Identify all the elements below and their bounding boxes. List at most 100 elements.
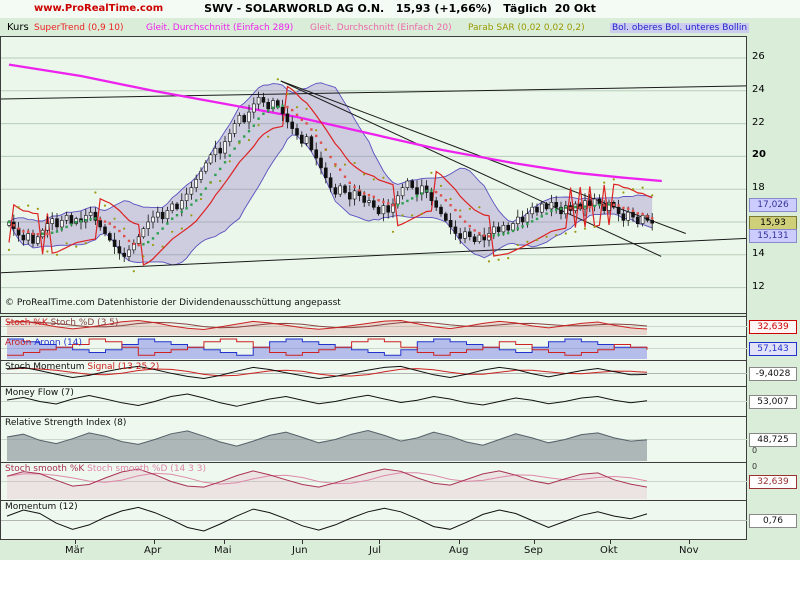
parabolic-sar-dot bbox=[343, 163, 347, 166]
candle-body bbox=[343, 185, 347, 193]
ma20-dot bbox=[175, 214, 179, 217]
ma20-dot bbox=[319, 141, 323, 144]
ma20-dot bbox=[36, 233, 39, 236]
ma20-dot bbox=[108, 222, 111, 225]
indicator-panel-aroon[interactable]: Aroon Aroon (14) bbox=[0, 336, 747, 360]
ma20-dot bbox=[291, 108, 294, 112]
candle-body bbox=[64, 215, 69, 221]
ma20-dot bbox=[267, 109, 270, 112]
ma289-line[interactable] bbox=[8, 63, 662, 183]
candle-body bbox=[256, 97, 261, 105]
ma20-dot bbox=[603, 204, 606, 207]
price-panel-label: Kurs bbox=[7, 22, 29, 33]
parabolic-sar-dot bbox=[449, 197, 452, 201]
candle-body bbox=[237, 115, 242, 124]
parabolic-sar-dot bbox=[363, 173, 366, 176]
parabolic-sar-dot bbox=[622, 191, 625, 194]
indicator-panel-stoch-smooth[interactable]: Stoch smooth %K Stoch smooth %D (14 3 3) bbox=[0, 462, 747, 500]
parabolic-sar-dot bbox=[507, 257, 510, 260]
ma20-dot bbox=[339, 168, 342, 171]
ma20-dot bbox=[204, 187, 207, 190]
candle-body bbox=[88, 211, 93, 216]
month-tick bbox=[302, 540, 303, 544]
ma20-dot bbox=[257, 117, 260, 120]
indicator-main-line bbox=[6, 429, 648, 447]
indicator-panel-stoch[interactable]: Stoch %K Stoch %D (3 5) bbox=[0, 316, 747, 336]
candle-body bbox=[650, 220, 655, 224]
candle-body bbox=[160, 211, 165, 220]
ma20-dot bbox=[31, 232, 35, 235]
ma20-dot bbox=[646, 215, 649, 218]
parabolic-sar-dot bbox=[631, 188, 635, 191]
indicator-panel-rsi[interactable]: Relative Strength Index (8) bbox=[0, 416, 747, 462]
candle-body bbox=[309, 136, 314, 151]
candle-body bbox=[626, 211, 631, 221]
indicator-panel-money-flow[interactable]: Money Flow (7) bbox=[0, 386, 747, 416]
ma20-dot bbox=[353, 185, 356, 189]
parabolic-sar-dot bbox=[439, 184, 443, 187]
parabolic-sar-dot bbox=[545, 235, 548, 238]
ma20-dot bbox=[358, 189, 361, 192]
ma20-dot bbox=[425, 189, 428, 193]
ma20-dot bbox=[463, 220, 467, 223]
trend-line[interactable] bbox=[1, 237, 747, 274]
parabolic-sar-dot bbox=[209, 181, 212, 184]
ma20-dot bbox=[348, 181, 351, 184]
parabolic-sar-dot bbox=[574, 230, 577, 233]
candle-body bbox=[290, 121, 295, 129]
parabolic-sar-dot bbox=[430, 171, 433, 174]
candle-body bbox=[213, 147, 218, 156]
indicator-value-stoch-momentum: -9,4028 bbox=[749, 367, 797, 381]
indicator-svg-stoch-smooth bbox=[1, 468, 747, 499]
ma20-dot bbox=[579, 206, 582, 209]
legend-item-3[interactable]: Parab SAR (0,02 0,02 0,2) bbox=[468, 23, 585, 33]
price-label-1: 15,93 bbox=[749, 216, 797, 230]
x-axis-month-Jul: Jul bbox=[369, 545, 382, 556]
trend-line[interactable] bbox=[280, 80, 662, 257]
supertrend-line[interactable] bbox=[8, 85, 653, 266]
candle-body bbox=[371, 200, 376, 208]
candle-body bbox=[405, 180, 410, 188]
candle-body bbox=[84, 215, 88, 223]
ma20-dot bbox=[89, 218, 92, 221]
ma20-dot bbox=[94, 217, 97, 220]
candle-body bbox=[35, 236, 40, 244]
ma20-dot bbox=[75, 221, 78, 224]
ma20-dot bbox=[555, 208, 558, 211]
candle-body bbox=[223, 141, 227, 154]
candle-body bbox=[472, 236, 477, 243]
indicator-svg-money-flow bbox=[1, 393, 747, 407]
prorealtime-link[interactable]: www.ProRealTime.com bbox=[34, 3, 164, 14]
ma20-dot bbox=[147, 240, 150, 244]
legend-item-4[interactable]: Bol. oberes Bol. unteres Bollin bbox=[610, 23, 750, 33]
indicator-panel-momentum[interactable]: Momentum (12) bbox=[0, 500, 747, 540]
axis-separator bbox=[746, 36, 747, 540]
price-chart-panel[interactable] bbox=[0, 36, 747, 314]
candle-body bbox=[304, 136, 309, 144]
ma20-dot bbox=[377, 199, 380, 202]
candle-body bbox=[583, 200, 587, 210]
legend-item-1[interactable]: Gleit. Durchschnitt (Einfach 289) bbox=[146, 23, 294, 33]
ma20-dot bbox=[507, 231, 510, 235]
ma20-dot bbox=[195, 199, 198, 202]
ma20-dot bbox=[497, 233, 500, 236]
candle-body bbox=[607, 202, 611, 211]
ma20-dot bbox=[142, 243, 145, 246]
indicator-fill bbox=[7, 469, 647, 499]
aroon-up-line bbox=[7, 338, 647, 356]
candle-body bbox=[69, 215, 74, 224]
legend-item-0[interactable]: SuperTrend (0,9 10) bbox=[34, 23, 124, 33]
candle-body bbox=[496, 226, 501, 233]
legend-item-2[interactable]: Gleit. Durchschnitt (Einfach 20) bbox=[310, 23, 452, 33]
x-axis-month-Mai: Mai bbox=[214, 545, 232, 556]
indicator-panel-stoch-momentum[interactable]: Stoch Momentum Signal (13 25 2) bbox=[0, 360, 747, 386]
candle-body bbox=[26, 233, 31, 241]
ma20-dot bbox=[271, 106, 275, 109]
ma20-dot bbox=[329, 155, 332, 159]
parabolic-sar-dot bbox=[171, 230, 174, 233]
trend-line[interactable] bbox=[1, 85, 747, 100]
ma20-dot bbox=[406, 199, 409, 203]
ma20-dot bbox=[161, 227, 164, 230]
candle-body bbox=[352, 190, 357, 200]
indicator-value-rsi: 48,725 bbox=[749, 433, 797, 447]
